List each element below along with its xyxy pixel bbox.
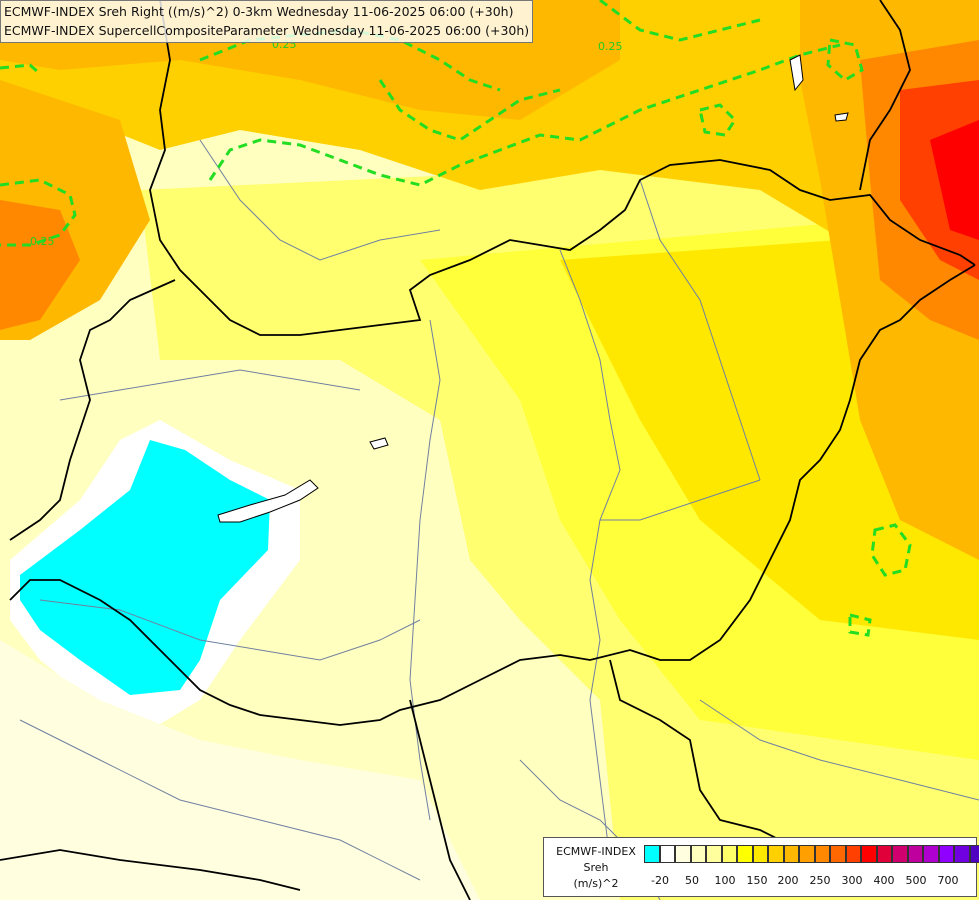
legend-tick-label: 150 — [746, 874, 768, 887]
legend-swatch — [845, 845, 861, 863]
legend-param: Sreh — [583, 861, 609, 874]
color-legend: ECMWF-INDEX Sreh (m/s)^2 -20 50 100 150 200 2… — [543, 837, 979, 897]
legend-swatch — [799, 845, 815, 863]
legend-swatch — [659, 845, 675, 863]
legend-label: ECMWF-INDEX Sreh (m/s)^2 — [548, 844, 644, 892]
legend-swatch — [783, 845, 799, 863]
legend-swatch — [721, 845, 737, 863]
legend-model: ECMWF-INDEX — [556, 845, 636, 858]
contour-label: 0.25 — [30, 235, 55, 248]
legend-swatch — [861, 845, 877, 863]
legend-swatch — [644, 845, 660, 863]
legend-tick-label: -20 — [651, 874, 669, 887]
lakes — [217, 54, 849, 523]
legend-swatch — [954, 845, 970, 863]
legend-tick-label: 300 — [841, 874, 863, 887]
legend-swatch — [876, 845, 892, 863]
legend-swatch — [675, 845, 691, 863]
legend-tick-label: 200 — [777, 874, 799, 887]
title-box: ECMWF-INDEX Sreh Right ((m/s)^2) 0-3km W… — [0, 0, 534, 43]
legend-swatch — [892, 845, 908, 863]
legend-tick-label: 700 — [937, 874, 959, 887]
legend-swatch — [752, 845, 768, 863]
legend-swatch — [814, 845, 830, 863]
legend-swatch — [768, 845, 784, 863]
legend-tick-label: 250 — [809, 874, 831, 887]
legend-tick-label: 500 — [905, 874, 927, 887]
legend-swatch — [907, 845, 923, 863]
legend-swatch — [737, 845, 753, 863]
legend-swatch — [830, 845, 846, 863]
contour-label: 0.25 — [598, 40, 623, 53]
legend-swatch — [690, 845, 706, 863]
legend-tick-label: 400 — [873, 874, 895, 887]
legend-swatch — [969, 845, 979, 863]
scp-title: ECMWF-INDEX SupercellCompositeParameter … — [4, 23, 530, 38]
sreh-title: ECMWF-INDEX Sreh Right ((m/s)^2) 0-3km W… — [4, 4, 514, 19]
legend-tick-label: 50 — [685, 874, 699, 887]
legend-tick-label: 100 — [714, 874, 736, 887]
legend-swatch — [938, 845, 954, 863]
legend-unit: (m/s)^2 — [573, 877, 619, 890]
legend-swatch — [923, 845, 939, 863]
legend-swatch — [706, 845, 722, 863]
